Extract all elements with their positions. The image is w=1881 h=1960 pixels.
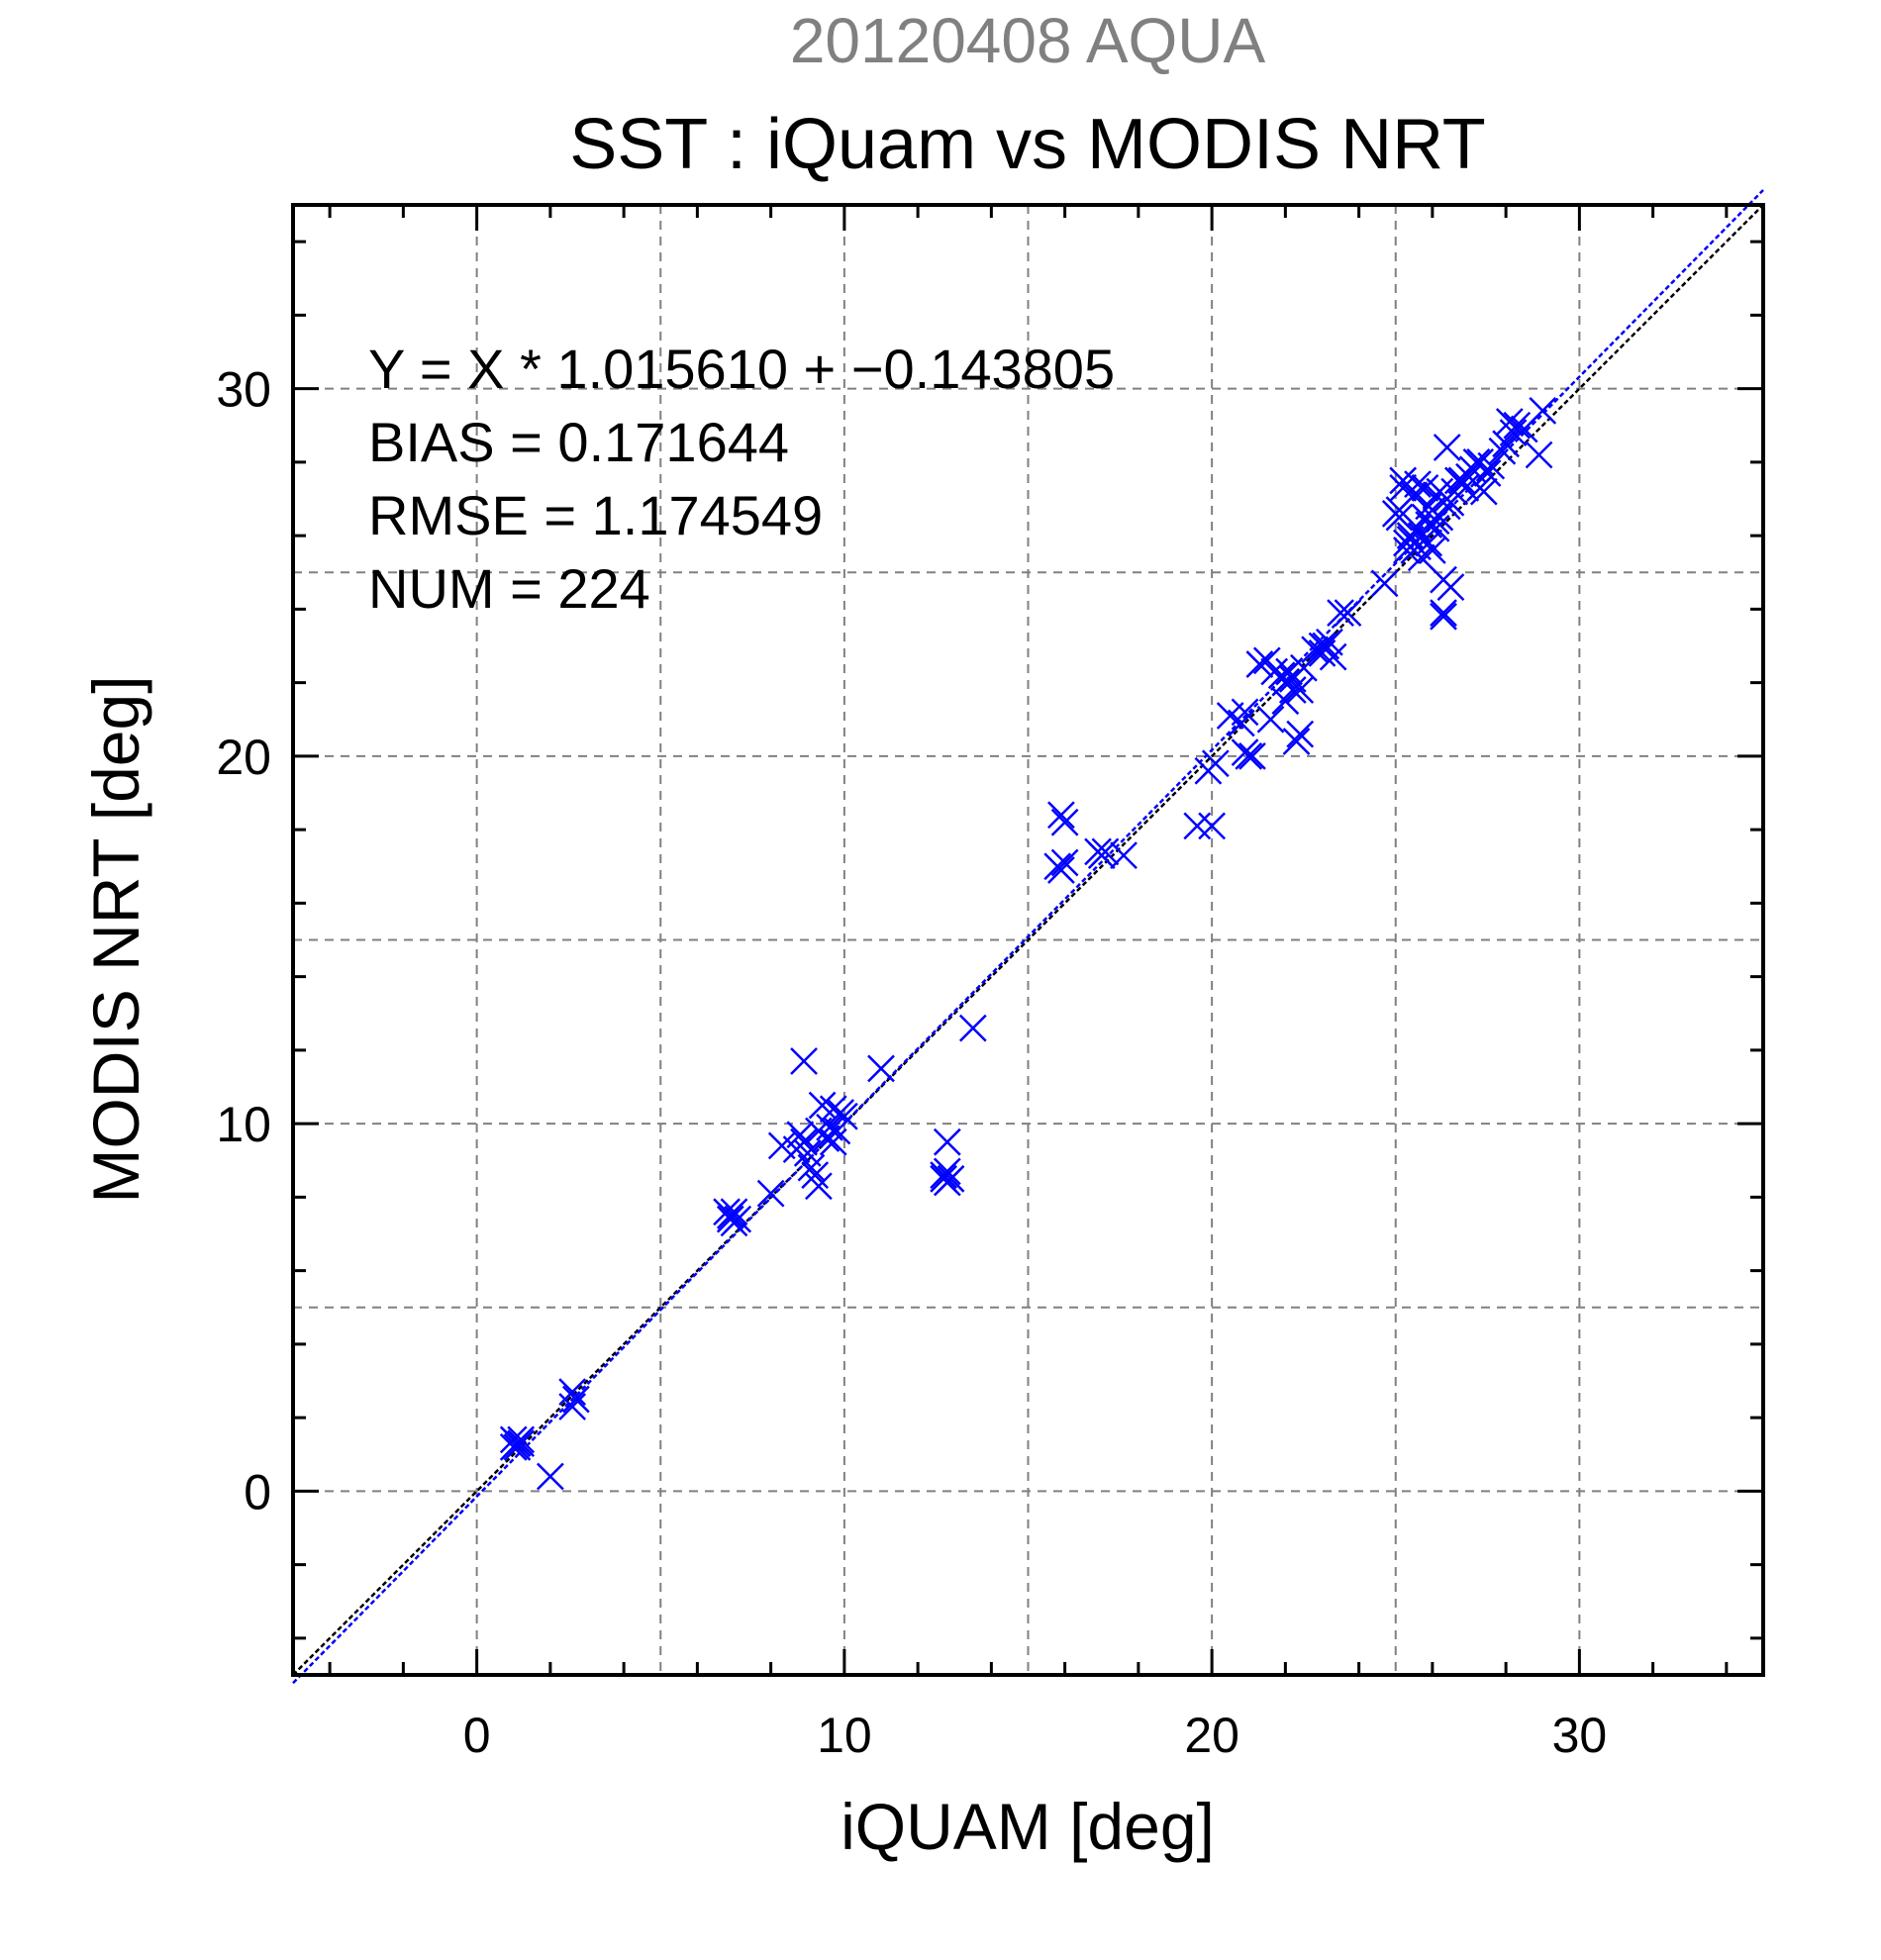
- one-to-one-line: [292, 204, 1764, 1676]
- data-point: [808, 1091, 837, 1120]
- data-point: [716, 1205, 744, 1233]
- data-point: [958, 1014, 987, 1042]
- data-point: [1385, 503, 1414, 532]
- data-point: [720, 1198, 748, 1226]
- y-tick-label: 20: [216, 730, 271, 785]
- data-point: [1469, 477, 1498, 506]
- data-point: [1430, 602, 1457, 631]
- data-point: [1198, 812, 1227, 840]
- data-point: [1436, 573, 1465, 601]
- x-tick-label: 10: [817, 1708, 872, 1763]
- data-point: [1473, 459, 1502, 487]
- data-point: [1451, 473, 1480, 502]
- data-point: [1286, 720, 1315, 748]
- y-tick-label: 0: [244, 1464, 271, 1519]
- data-point: [1278, 676, 1307, 704]
- data-point: [1430, 599, 1457, 627]
- data-point: [1227, 709, 1255, 737]
- stats-box: Y = X * 1.015610 + −0.143805 BIAS = 0.17…: [368, 338, 1115, 620]
- data-point: [1488, 437, 1517, 465]
- data-point: [1256, 705, 1285, 734]
- data-point: [1477, 451, 1506, 480]
- data-point: [1529, 397, 1557, 425]
- plot-frame: [291, 203, 1765, 1677]
- data-point: [1091, 837, 1120, 866]
- tick-labels: 0 10 20 30 0 10 20 30: [216, 362, 1607, 1763]
- data-point: [1047, 856, 1075, 884]
- data-point: [1301, 636, 1329, 664]
- data-point: [1282, 728, 1311, 755]
- stat-num: NUM = 224: [368, 557, 650, 620]
- data-point: [930, 1164, 957, 1193]
- data-point: [937, 1164, 965, 1193]
- data-point: [724, 1205, 752, 1233]
- y-tick-label: 10: [216, 1097, 271, 1152]
- data-point: [1235, 741, 1263, 770]
- x-axis-label: iQUAM [deg]: [841, 1790, 1215, 1863]
- data-point: [819, 1127, 847, 1156]
- data-point: [1183, 812, 1212, 840]
- y-axis-label: MODIS NRT [deg]: [79, 675, 152, 1203]
- data-point: [558, 1393, 587, 1421]
- data-point: [507, 1425, 536, 1454]
- data-point: [797, 1153, 826, 1182]
- x-tick-label: 30: [1552, 1708, 1608, 1763]
- axis-ticks: [293, 205, 1763, 1675]
- data-point: [507, 1429, 536, 1457]
- data-point: [1499, 419, 1528, 447]
- chart-subtitle: 20120408 AQUA: [790, 5, 1266, 76]
- data-point: [1050, 808, 1079, 836]
- grid-lines: [293, 205, 1763, 1675]
- data-point: [1290, 653, 1318, 682]
- data-point: [1327, 599, 1354, 627]
- data-point: [756, 1179, 785, 1208]
- data-point: [1503, 411, 1532, 440]
- data-point: [1319, 642, 1347, 671]
- x-tick-label: 20: [1184, 1708, 1239, 1763]
- data-point: [933, 1127, 961, 1156]
- data-point: [786, 1121, 815, 1149]
- data-point: [867, 1054, 895, 1083]
- data-point: [1238, 741, 1266, 770]
- x-tick-label: 0: [463, 1708, 491, 1763]
- data-point: [1495, 408, 1524, 436]
- data-point: [805, 1172, 833, 1201]
- data-point: [830, 1102, 858, 1130]
- data-point: [1110, 841, 1138, 869]
- stat-rmse: RMSE = 1.174549: [368, 484, 823, 546]
- data-point: [1433, 434, 1461, 461]
- chart-title: SST : iQuam vs MODIS NRT: [569, 105, 1486, 184]
- data-point: [1370, 569, 1399, 598]
- data-point: [933, 1157, 961, 1186]
- data-point: [1050, 848, 1079, 877]
- data-point: [1245, 650, 1274, 678]
- stat-regression: Y = X * 1.015610 + −0.143805: [368, 338, 1115, 400]
- data-point: [536, 1462, 564, 1491]
- data-point: [558, 1378, 587, 1407]
- data-point: [1201, 749, 1230, 778]
- data-point: [790, 1047, 818, 1075]
- stat-bias: BIAS = 0.171644: [368, 411, 789, 473]
- data-point: [1525, 441, 1553, 469]
- data-points: [499, 397, 1557, 1491]
- data-point: [1334, 599, 1362, 627]
- data-point: [1231, 698, 1259, 727]
- data-point: [801, 1161, 830, 1189]
- data-point: [1422, 514, 1450, 542]
- y-tick-label: 30: [216, 362, 271, 418]
- data-point: [1404, 470, 1432, 499]
- data-point: [561, 1385, 590, 1414]
- data-point: [1267, 661, 1296, 690]
- data-point: [823, 1117, 851, 1145]
- data-point: [1047, 801, 1075, 830]
